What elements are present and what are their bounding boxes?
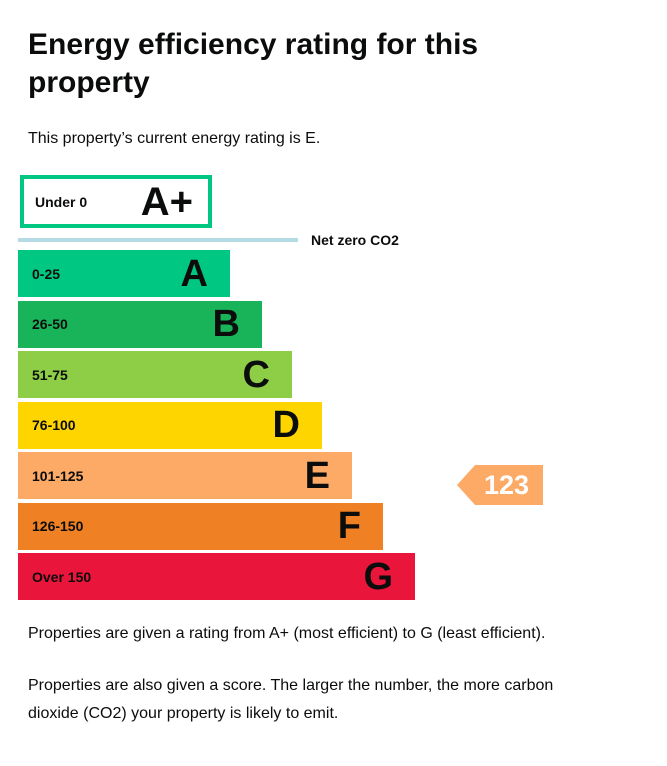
band-letter: B [212,303,240,345]
band-row: Over 150 G [18,553,415,600]
band-range: 101-125 [32,467,84,484]
band-row: 126-150 F [18,502,383,550]
band-row: 26-50 B [18,300,262,348]
current-rating-subtitle: This property’s current energy rating is… [28,130,321,147]
band-range: 126-150 [32,518,84,534]
band-letter: G [363,555,393,598]
page-title: Energy efficiency rating for this proper… [28,28,479,99]
band-row: 51-75 C [18,351,292,398]
band-row: 0-25 A [18,250,230,297]
footer-note-1: Properties are given a rating from A+ (m… [28,625,546,642]
band-row-aplus: Under 0 A+ [20,175,212,228]
band-row: 76-100 D [18,401,322,449]
score-arrow: 123 [457,465,543,505]
band-letter: A [180,252,208,295]
band-letter: D [272,404,300,446]
band-range: 76-100 [32,417,76,433]
band-letter: A+ [140,179,193,224]
band-letter: F [337,505,361,547]
footer-note-2: Properties are also given a score. The l… [28,677,554,722]
band-row: 101-125 E [18,452,352,499]
net-zero-line [18,237,298,242]
band-range: 51-75 [32,366,68,383]
band-range: 26-50 [32,316,68,332]
net-zero-label: Net zero CO2 [311,231,399,248]
epc-page: Energy efficiency rating for this proper… [0,26,667,728]
score-arrow-label: 123 [483,470,530,500]
band-range: Over 150 [32,568,92,585]
net-zero-row: Net zero CO2 [18,231,667,248]
band-letter: E [304,454,330,497]
band-list: 0-25 A 26-50 B 51-75 C 76-100 D 101-125 … [18,250,667,600]
footer-notes: Properties are given a rating from A+ (m… [28,620,667,728]
band-letter: C [242,353,270,396]
band-range: Under 0 [35,193,88,210]
energy-rating-chart: Under 0 A+ Net zero CO2 0-25 A 26-50 B 5… [18,175,667,600]
band-range: 0-25 [32,265,61,282]
